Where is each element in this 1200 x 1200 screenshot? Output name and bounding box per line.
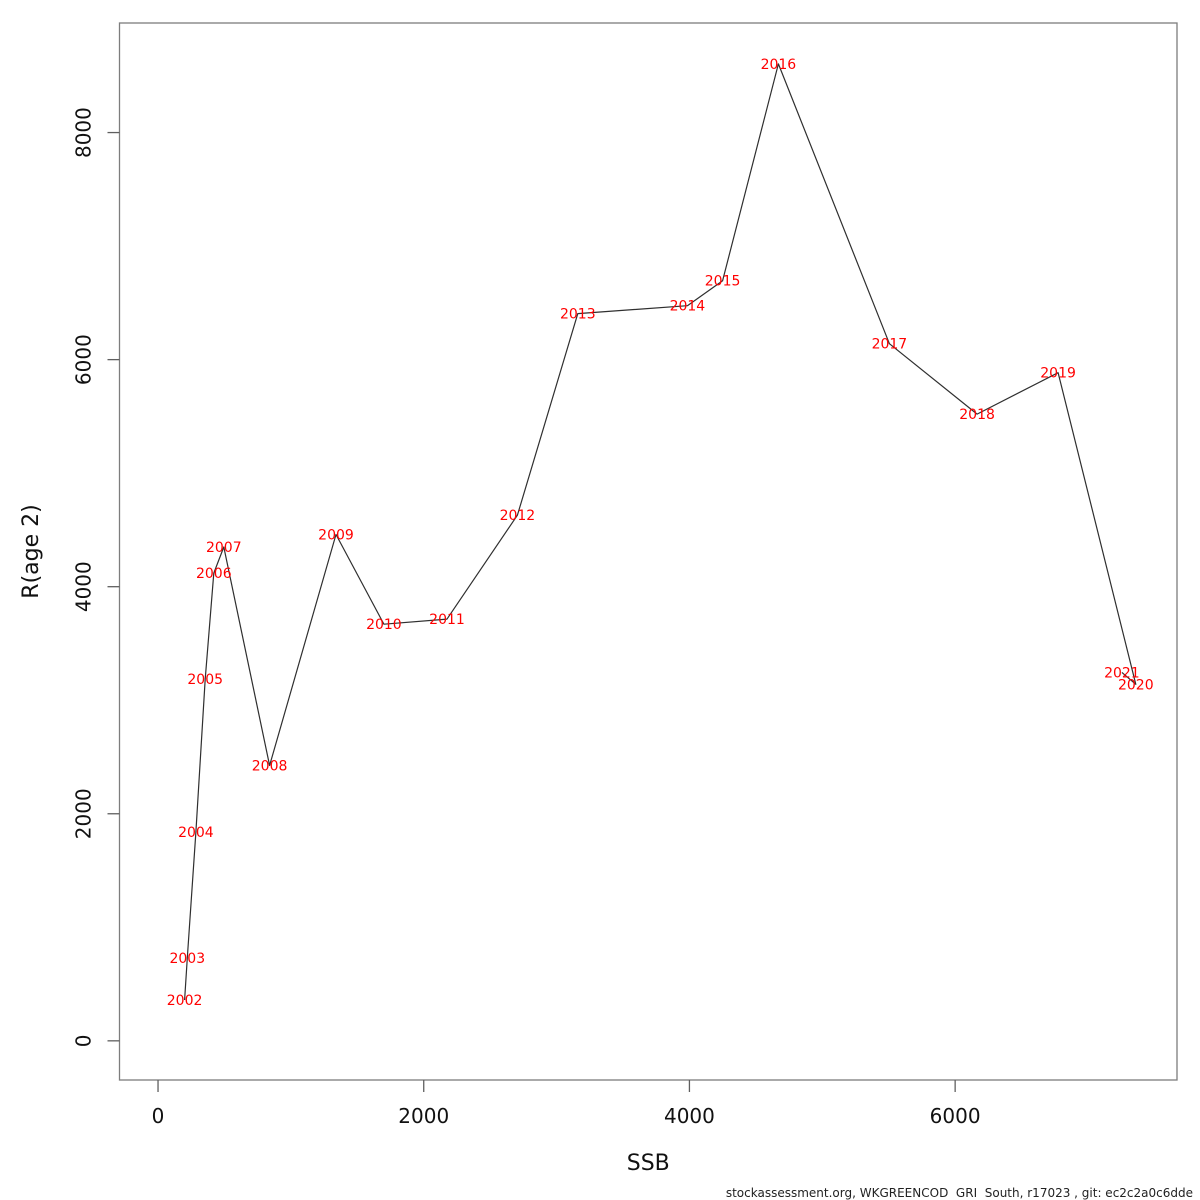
y-tick-label: 4000 [72, 561, 96, 612]
year-point-labels: 2002 2003 2004 2005 2006 2007 2008 2009 2010 2011… [167, 57, 1154, 1009]
year-label: 2018 [959, 407, 995, 423]
y-tick-label: 6000 [72, 334, 96, 385]
year-label: 2014 [670, 299, 706, 315]
x-axis-ticks: 0 2000 4000 6000 [152, 1080, 981, 1128]
x-tick-label: 2000 [398, 1104, 449, 1128]
footer-attribution: stockassessment.org, WKGREENCOD GRI Sout… [726, 1186, 1193, 1200]
year-label: 2002 [167, 993, 203, 1009]
year-label: 2007 [206, 540, 242, 556]
y-axis-title: R(age 2) [19, 504, 44, 598]
year-label: 2008 [252, 759, 288, 775]
year-label: 2003 [169, 951, 205, 967]
x-tick-label: 6000 [930, 1104, 981, 1128]
year-label: 2015 [705, 274, 741, 290]
year-label: 2016 [761, 57, 797, 73]
plot-border [118, 22, 1178, 1081]
recruitment-line [184, 63, 1137, 1001]
y-tick-label: 0 [72, 1034, 96, 1047]
year-label: 2017 [872, 337, 908, 353]
year-label: 2020 [1118, 677, 1154, 693]
year-label: 2009 [318, 528, 354, 544]
year-label: 2019 [1040, 366, 1076, 382]
x-tick-label: 0 [152, 1104, 165, 1128]
y-axis-ticks: 0 2000 4000 6000 8000 [72, 107, 120, 1047]
year-label: 2013 [560, 307, 596, 323]
y-tick-label: 2000 [72, 788, 96, 839]
year-label: 2011 [429, 612, 465, 628]
x-tick-label: 4000 [664, 1104, 715, 1128]
year-label: 2005 [187, 672, 223, 688]
year-label: 2004 [178, 825, 214, 841]
x-axis-title: SSB [627, 1151, 670, 1176]
y-tick-label: 8000 [72, 107, 96, 158]
year-label: 2006 [196, 566, 232, 582]
year-label: 2021 [1104, 665, 1140, 681]
year-label: 2012 [500, 508, 536, 524]
year-label: 2010 [366, 617, 402, 633]
